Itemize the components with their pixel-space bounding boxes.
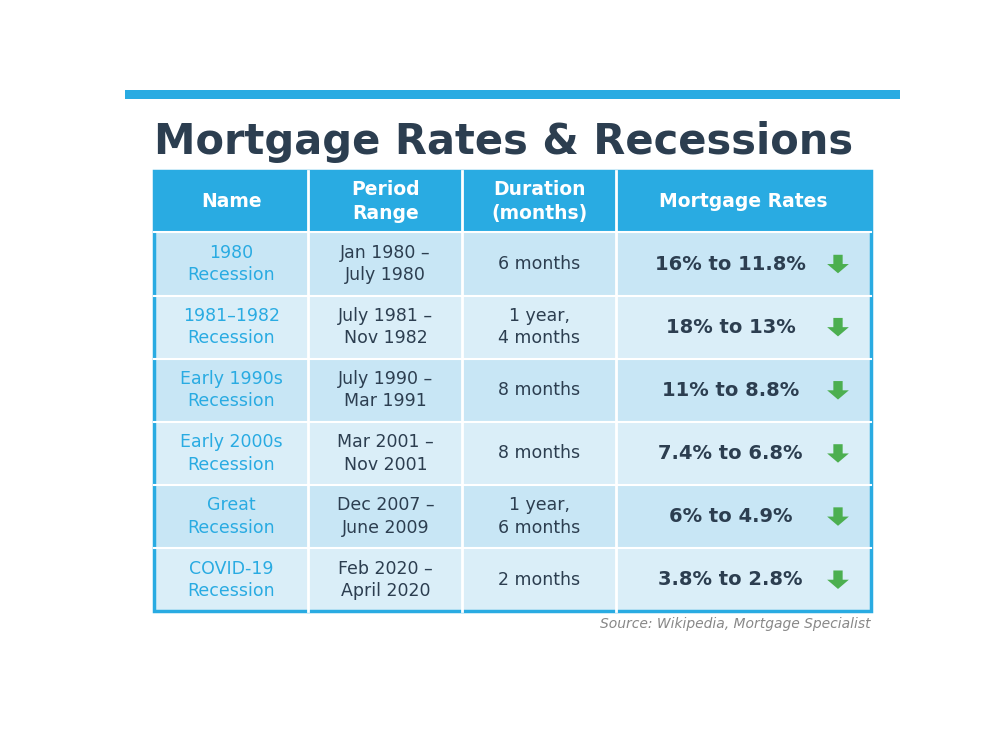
Text: Mortgage Rates: Mortgage Rates bbox=[659, 192, 828, 211]
Polygon shape bbox=[827, 507, 849, 526]
Text: 1980
Recession: 1980 Recession bbox=[188, 244, 275, 284]
Text: 8 months: 8 months bbox=[498, 445, 580, 463]
Bar bbox=[154, 485, 871, 548]
Text: COVID-19
Recession: COVID-19 Recession bbox=[188, 560, 275, 600]
Text: Jan 1980 –
July 1980: Jan 1980 – July 1980 bbox=[340, 244, 431, 284]
Text: Dec 2007 –
June 2009: Dec 2007 – June 2009 bbox=[337, 496, 434, 537]
Text: 1 year,
4 months: 1 year, 4 months bbox=[498, 307, 580, 347]
Text: 2 months: 2 months bbox=[498, 571, 580, 589]
Text: 7.4% to 6.8%: 7.4% to 6.8% bbox=[658, 444, 803, 463]
Text: Mar 2001 –
Nov 2001: Mar 2001 – Nov 2001 bbox=[337, 433, 434, 473]
Text: Early 2000s
Recession: Early 2000s Recession bbox=[180, 433, 283, 473]
Text: Mortgage Rates & Recessions: Mortgage Rates & Recessions bbox=[154, 121, 854, 163]
Text: 6% to 4.9%: 6% to 4.9% bbox=[669, 507, 792, 526]
Text: 16% to 11.8%: 16% to 11.8% bbox=[655, 254, 806, 274]
Bar bbox=[154, 171, 871, 232]
Polygon shape bbox=[827, 444, 849, 463]
Bar bbox=[154, 232, 871, 296]
Bar bbox=[154, 548, 871, 611]
Text: 6 months: 6 months bbox=[498, 255, 580, 273]
Text: 1 year,
6 months: 1 year, 6 months bbox=[498, 496, 580, 537]
Text: Duration
(months): Duration (months) bbox=[491, 181, 587, 223]
Text: Early 1990s
Recession: Early 1990s Recession bbox=[180, 370, 283, 410]
Bar bbox=[154, 171, 871, 611]
Text: Name: Name bbox=[201, 192, 262, 211]
Text: Period
Range: Period Range bbox=[351, 181, 420, 223]
Bar bbox=[125, 90, 900, 99]
Polygon shape bbox=[827, 255, 849, 273]
Text: July 1990 –
Mar 1991: July 1990 – Mar 1991 bbox=[338, 370, 433, 410]
Bar bbox=[154, 296, 871, 358]
Polygon shape bbox=[827, 381, 849, 400]
Text: July 1981 –
Nov 1982: July 1981 – Nov 1982 bbox=[338, 307, 433, 347]
Text: 11% to 8.8%: 11% to 8.8% bbox=[662, 381, 799, 400]
Text: Great
Recession: Great Recession bbox=[188, 496, 275, 537]
Polygon shape bbox=[827, 571, 849, 589]
Text: Source: Wikipedia, Mortgage Specialist: Source: Wikipedia, Mortgage Specialist bbox=[600, 617, 871, 632]
Text: 1981–1982
Recession: 1981–1982 Recession bbox=[183, 307, 280, 347]
Text: 3.8% to 2.8%: 3.8% to 2.8% bbox=[658, 570, 803, 590]
Bar bbox=[154, 358, 871, 422]
Text: 8 months: 8 months bbox=[498, 381, 580, 399]
Bar bbox=[154, 422, 871, 485]
Text: 18% to 13%: 18% to 13% bbox=[666, 318, 796, 337]
Polygon shape bbox=[827, 318, 849, 337]
Text: Feb 2020 –
April 2020: Feb 2020 – April 2020 bbox=[338, 560, 433, 600]
